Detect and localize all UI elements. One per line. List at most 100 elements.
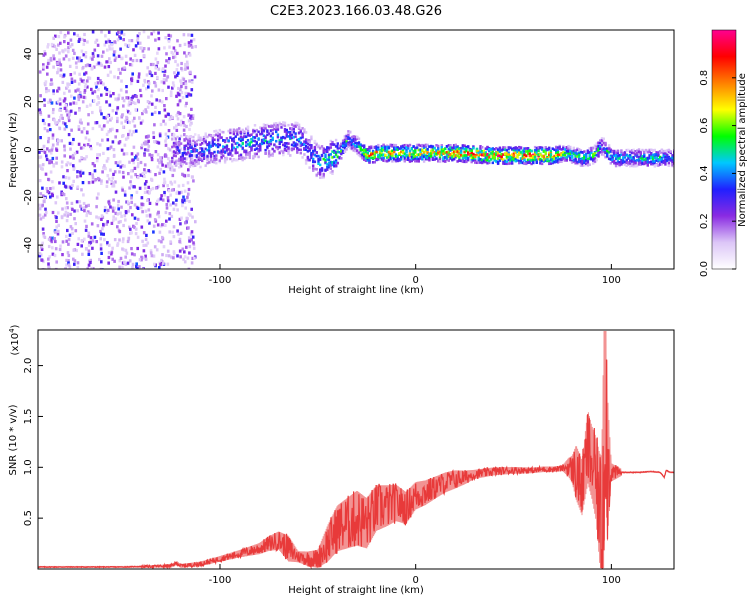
heatmap-cell — [422, 151, 426, 154]
heatmap-cell — [467, 156, 470, 160]
heatmap-cell — [533, 158, 537, 162]
heatmap-cell — [150, 94, 153, 98]
heatmap-cell — [474, 161, 477, 164]
heatmap-cell — [136, 157, 140, 161]
heatmap-cell — [118, 238, 121, 242]
heatmap-cell — [264, 139, 267, 143]
heatmap-cell — [195, 162, 199, 166]
heatmap-cell — [671, 154, 674, 157]
colorbar-ticks: 0.00.20.40.60.8 — [699, 70, 736, 277]
heatmap-cell — [152, 135, 156, 139]
heatmap-cell — [167, 165, 170, 169]
heatmap-cell — [110, 252, 113, 256]
heatmap-cell — [168, 217, 171, 221]
heatmap-cell — [111, 184, 114, 188]
heatmap-cell — [145, 214, 149, 218]
snr-x-axis-label: Height of straight line (km) — [288, 585, 424, 596]
heatmap-cell — [326, 168, 329, 171]
heatmap-cell — [157, 198, 161, 202]
heatmap-cell — [474, 158, 477, 161]
heatmap-cell — [188, 53, 192, 57]
heatmap-cell — [414, 148, 417, 152]
heatmap-cell — [505, 149, 509, 152]
heatmap-cell — [127, 103, 131, 107]
heatmap-cell — [83, 88, 87, 93]
heatmap-cell — [111, 176, 115, 180]
heatmap-cell — [445, 153, 449, 157]
colorbar-tick-label: 0.2 — [699, 213, 710, 229]
heatmap-cell — [109, 168, 112, 172]
heatmap-cell — [350, 142, 354, 145]
heatmap-cell — [407, 144, 410, 148]
heatmap-cell — [47, 140, 50, 144]
heatmap-cell — [146, 100, 150, 104]
heatmap-cell — [171, 188, 174, 192]
heatmap-cell — [666, 155, 669, 158]
heatmap-cell — [201, 142, 204, 145]
heatmap-cell — [607, 144, 611, 147]
heatmap-cell — [190, 33, 194, 37]
heatmap-cell — [621, 156, 625, 159]
heatmap-cell — [39, 94, 42, 98]
heatmap-cell — [68, 233, 72, 237]
heatmap-cell — [650, 148, 653, 152]
heatmap-cell — [400, 147, 403, 150]
heatmap-cell — [438, 156, 442, 159]
heatmap-cell — [569, 152, 572, 156]
heatmap-cell — [334, 159, 338, 162]
heatmap-cell — [604, 147, 607, 151]
heatmap-cell — [72, 248, 76, 252]
heatmap-cell — [333, 149, 336, 153]
heatmap-cell — [415, 153, 419, 157]
heatmap-cell — [465, 157, 468, 160]
heatmap-cell — [168, 230, 171, 234]
heatmap-cell — [243, 156, 246, 160]
heatmap-cell — [55, 215, 58, 220]
heatmap-cell — [653, 148, 656, 152]
heatmap-cell — [549, 158, 553, 162]
heatmap-cell — [96, 54, 100, 58]
heatmap-cell — [551, 147, 554, 150]
heatmap-cell — [167, 147, 170, 151]
heatmap-cell — [438, 150, 442, 154]
heatmap-cell — [51, 146, 54, 150]
heatmap-cell — [150, 177, 153, 181]
heatmap-cell — [183, 189, 187, 193]
heatmap-cell — [627, 148, 630, 152]
heatmap-cell — [269, 139, 273, 143]
heatmap-cell — [154, 71, 157, 75]
heatmap-cell — [327, 146, 331, 150]
heatmap-cell — [526, 160, 530, 164]
heatmap-cell — [310, 144, 313, 147]
heatmap-cell — [502, 146, 505, 149]
heatmap-cell — [186, 135, 190, 139]
heatmap-cell — [76, 170, 79, 174]
heatmap-cell — [171, 145, 174, 149]
heatmap-cell — [264, 152, 267, 155]
heatmap-cell — [648, 156, 651, 160]
heatmap-cell — [433, 146, 436, 150]
heatmap-cell — [38, 179, 42, 183]
heatmap-cell — [145, 110, 148, 114]
heatmap-cell — [310, 153, 313, 157]
heatmap-cell — [340, 152, 343, 156]
heatmap-cell — [401, 154, 405, 158]
heatmap-cell — [491, 156, 494, 160]
heatmap-cell — [44, 210, 48, 215]
heatmap-cell — [100, 251, 103, 255]
heatmap-cell — [54, 230, 57, 234]
y-tick-label: 0 — [23, 146, 34, 152]
heatmap-cell — [164, 132, 168, 136]
heatmap-cell — [477, 159, 480, 163]
heatmap-cell — [634, 163, 637, 166]
heatmap-cell — [218, 128, 221, 132]
heatmap-cell — [417, 148, 420, 152]
heatmap-cell — [147, 208, 151, 212]
heatmap-cell — [171, 116, 174, 120]
heatmap-cell — [322, 147, 325, 150]
heatmap-cell — [209, 144, 213, 148]
heatmap-cell — [297, 131, 301, 135]
heatmap-cell — [511, 156, 514, 159]
heatmap-cell — [51, 156, 55, 161]
heatmap-cell — [498, 154, 502, 157]
